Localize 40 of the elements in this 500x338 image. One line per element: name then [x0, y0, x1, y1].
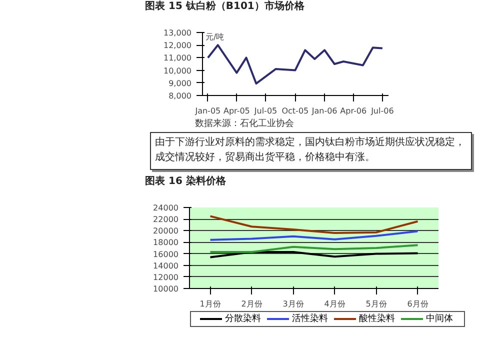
- line-series: [209, 244, 419, 254]
- y-tick-label: 24000: [153, 204, 179, 212]
- x-tick-label: Jul-05: [253, 106, 278, 116]
- x-tick-label: 5月份: [366, 300, 387, 308]
- x-tick-label: Jan-06: [310, 106, 338, 116]
- x-tick-label: 6月份: [407, 300, 428, 308]
- x-tick-label: Apr-06: [340, 106, 367, 116]
- chart-title: 图表 15 钛白粉（B101）市场价格: [145, 0, 304, 14]
- y-axis-title: 元/吨: [206, 32, 224, 42]
- y-tick-label: 14000: [153, 261, 179, 270]
- x-tick-label: Apr-05: [224, 106, 250, 116]
- y-tick-label: 18000: [153, 238, 179, 248]
- line-series: [209, 215, 419, 234]
- source-note: 数据来源：石化工业协会: [195, 118, 294, 131]
- y-tick-label: 9,000: [168, 78, 192, 88]
- x-tick-label: 1月份: [200, 300, 221, 308]
- x-tick-label: 3月份: [282, 300, 304, 308]
- chart-title: 图表 16 染料价格: [145, 175, 226, 189]
- x-tick-label: Oct-05: [282, 106, 309, 116]
- y-tick-label: 13,000: [164, 28, 192, 38]
- x-tick-label: Jul-06: [370, 106, 394, 116]
- x-tick-label: 2月份: [241, 300, 262, 308]
- y-tick-label: 11,000: [164, 54, 192, 63]
- legend-label: 中间体: [426, 314, 453, 324]
- text: 由于下游行业对原料的需求稳定，国内钛白粉市场近期供应状况稳定，成交情况较好，贸易商出货平稳，价格稳中有涨。: [155, 136, 466, 165]
- line-series: [209, 230, 419, 241]
- y-tick-label: 8,000: [168, 92, 192, 100]
- line-series: [206, 44, 384, 85]
- y-tick-label: 20000: [153, 226, 179, 236]
- legend-label: 活性染料: [292, 314, 328, 324]
- y-tick-label: 16000: [153, 250, 179, 259]
- x-tick-label: Jan-05: [194, 106, 221, 116]
- y-tick-label: 12,000: [164, 41, 192, 50]
- y-tick-label: 12000: [153, 272, 179, 282]
- legend-label: 分散染料: [225, 314, 261, 324]
- y-tick-label: 10000: [153, 284, 179, 294]
- y-tick-label: 10,000: [164, 66, 192, 76]
- legend-label: 酸性染料: [359, 314, 395, 324]
- x-tick-label: 4月份: [324, 300, 346, 308]
- y-tick-label: 22000: [153, 215, 179, 224]
